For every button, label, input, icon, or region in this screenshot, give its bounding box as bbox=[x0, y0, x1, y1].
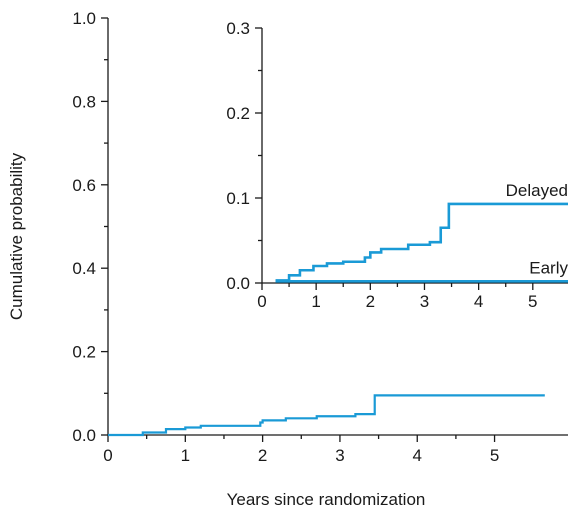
inset-y-tick-label: 0.0 bbox=[226, 274, 250, 293]
inset-x-tick-label: 4 bbox=[474, 292, 483, 311]
main-x-tick-label: 3 bbox=[335, 446, 344, 465]
inset-background bbox=[217, 14, 573, 315]
inset-y-tick-label: 0.3 bbox=[226, 19, 250, 38]
inset-x-tick-label: 5 bbox=[528, 292, 537, 311]
main-series-0-line bbox=[108, 394, 545, 437]
main-x-tick-label: 1 bbox=[181, 446, 190, 465]
main-plot: 0.0 0.2 0.4 0.6 0.8 1.0 0 1 2 3 4 5 Years since rand… bbox=[7, 9, 568, 509]
main-y-tick-label: 1.0 bbox=[72, 9, 96, 28]
inset-y-tick-label: 0.1 bbox=[226, 189, 250, 208]
inset-plot: 0.0 0.1 0.2 0.3 0 1 2 3 4 5 Delayed Early bbox=[217, 14, 573, 315]
main-x-tick-label: 0 bbox=[103, 446, 112, 465]
inset-series-delayed-line bbox=[275, 202, 568, 282]
main-y-tick-label: 0.2 bbox=[72, 343, 96, 362]
main-x-tick-label: 4 bbox=[413, 446, 422, 465]
inset-x-tick-label: 0 bbox=[257, 292, 266, 311]
inset-x-tick-label: 2 bbox=[366, 292, 375, 311]
main-y-tick-label: 0.4 bbox=[72, 259, 96, 278]
x-axis-title: Years since randomization bbox=[227, 490, 426, 509]
main-y-tick-label: 0.8 bbox=[72, 92, 96, 111]
inset-y-tick-label: 0.2 bbox=[226, 104, 250, 123]
series-label-delayed: Delayed bbox=[506, 181, 568, 200]
main-x-tick-label: 2 bbox=[258, 446, 267, 465]
main-y-tick-label: 0.6 bbox=[72, 176, 96, 195]
main-y-tick-label: 0.0 bbox=[72, 426, 96, 445]
inset-x-tick-label: 1 bbox=[311, 292, 320, 311]
inset-x-tick-label: 3 bbox=[420, 292, 429, 311]
series-label-early: Early bbox=[529, 258, 568, 277]
main-x-tick-label: 5 bbox=[490, 446, 499, 465]
y-axis-title: Cumulative probability bbox=[7, 152, 26, 320]
